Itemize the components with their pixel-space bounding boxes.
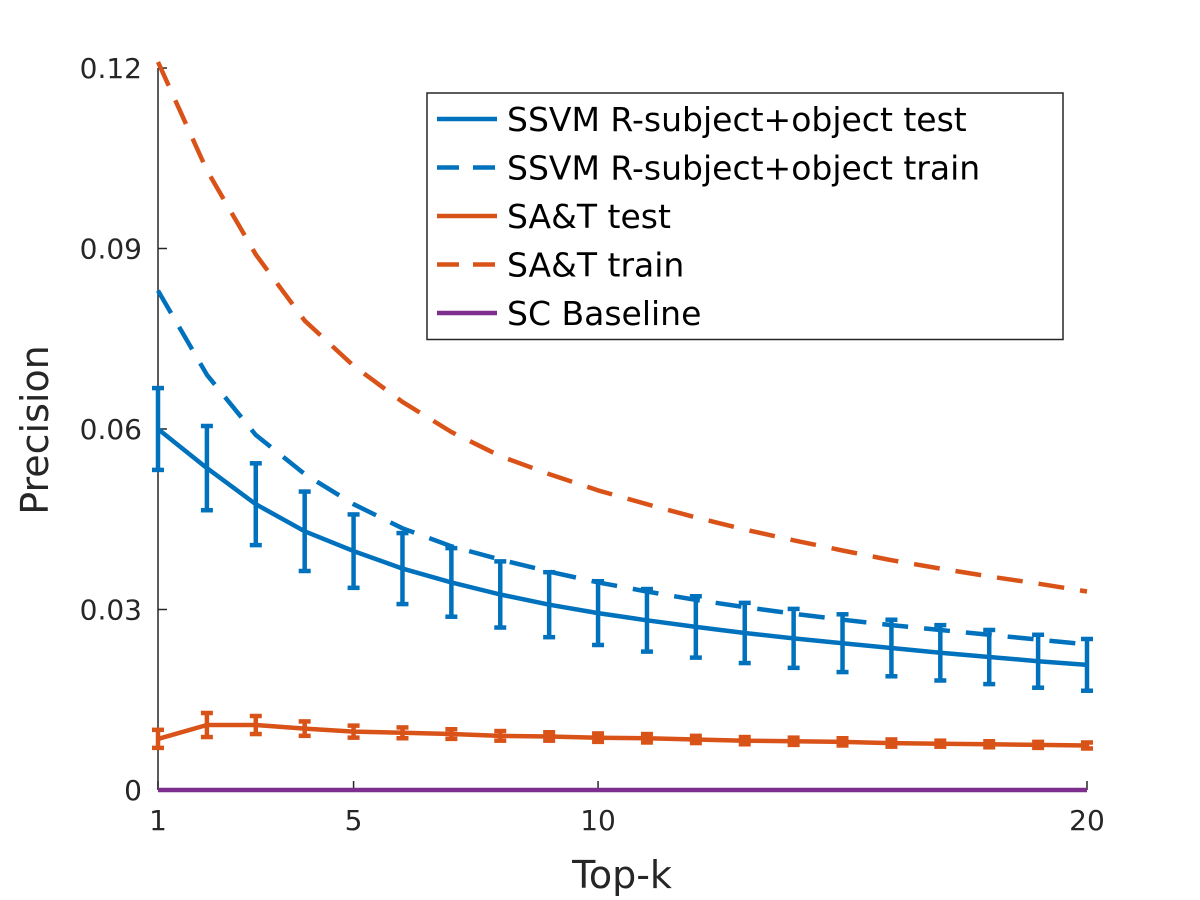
error-bar [738,600,751,666]
error-bar [494,728,507,743]
legend-label-2: SA&T test [507,197,671,236]
error-bar [152,385,164,473]
error-bar [1081,636,1093,693]
legend-label-1: SSVM R-subject+object train [507,149,980,188]
error-bar [983,627,996,687]
error-bar [543,569,556,640]
error-bar [347,723,360,740]
error-bar [249,461,262,548]
error-bar [1032,739,1045,751]
error-bar [298,489,311,574]
error-bar [836,736,849,748]
error-bar [1081,740,1093,751]
y-tick-label: 0.12 [80,52,142,85]
series-line-0 [156,427,1088,668]
series-line-3 [155,61,1088,594]
error-bar [934,738,947,749]
y-tick-label: 0.09 [80,233,142,266]
error-bar [592,731,605,745]
x-tick-label: 10 [580,804,616,837]
x-tick-label: 5 [345,804,363,837]
error-bar [396,530,409,607]
legend: SSVM R-subject+object test SSVM R-subject… [426,92,1064,341]
error-bar [836,612,849,675]
legend-label-0: SSVM R-subject+object test [507,100,967,139]
series-lines [155,61,1088,793]
error-bar [885,737,898,749]
error-bar [738,734,751,747]
error-bar [592,578,605,648]
error-bar [298,719,311,739]
error-bar [983,739,996,750]
error-bar [787,606,800,671]
error-bar [249,713,262,737]
error-bar [689,594,702,660]
error-bar [152,727,164,751]
legend-label-3: SA&T train [507,246,684,285]
y-tick-label: 0 [124,774,142,807]
error-bar [543,729,556,743]
x-axis-title: Top-k [571,853,672,897]
error-bar [640,731,653,745]
x-tick-label: 20 [1069,804,1105,837]
error-bar [885,617,898,679]
x-tick-label: 1 [149,804,167,837]
error-bar [787,735,800,748]
error-bar [347,512,360,591]
series-line-2 [157,722,1088,748]
error-bar [445,545,458,619]
error-bar [1032,632,1045,690]
legend-box [426,92,1064,341]
error-bar [640,586,653,654]
error-bars [152,385,1093,751]
legend-label-4: SC Baseline [507,294,701,333]
error-bar [689,733,702,746]
y-tick-label: 0.06 [80,413,142,446]
error-bar [494,559,507,630]
error-bar [445,726,458,742]
error-bar [200,710,213,740]
series-line-1 [156,289,1088,647]
error-bar [200,423,213,513]
y-tick-label: 0.03 [80,594,142,627]
error-bar [934,622,947,683]
error-bar [396,725,409,741]
y-axis-title: Precision [13,345,57,515]
tick-labels: 0 0.03 0.06 0.09 0.12 1 5 10 20 [80,52,1105,837]
